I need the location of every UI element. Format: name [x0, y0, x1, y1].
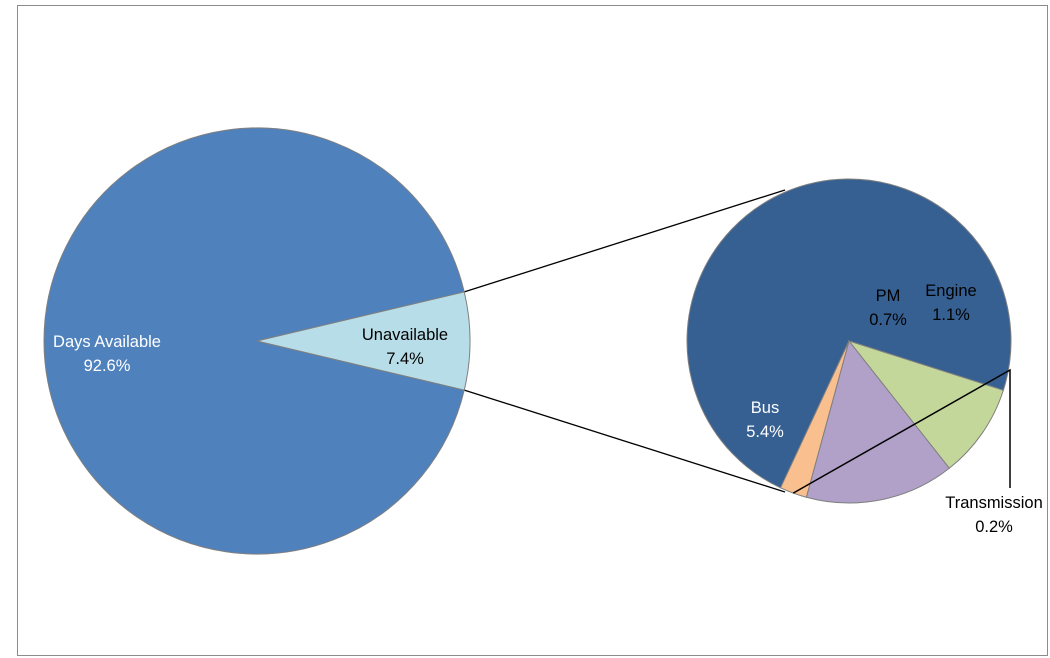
connector-line-top	[464, 189, 786, 293]
label-days-available: Days Available 92.6%	[53, 333, 161, 375]
main-pie	[43, 127, 471, 555]
connector-lines	[464, 189, 786, 493]
data-labels: Days Available 92.6% Unavailable 7.4% Bus 5.4…	[53, 282, 1043, 536]
slice-days-available	[43, 127, 465, 555]
slice-pm	[847, 340, 1004, 469]
secondary-pie	[686, 178, 1012, 504]
connector-line-bottom	[464, 389, 786, 493]
label-engine: Engine 1.1%	[925, 282, 976, 324]
label-transmission: Transmission 0.2%	[945, 494, 1043, 536]
leader-line-transmission	[792, 368, 1011, 494]
label-pm: PM 0.7%	[869, 287, 907, 329]
slice-unavailable	[256, 291, 471, 391]
slice-engine	[805, 339, 950, 504]
label-bus: Bus 5.4%	[746, 399, 784, 441]
label-unavailable: Unavailable 7.4%	[362, 326, 448, 368]
slice-bus	[686, 178, 1012, 489]
